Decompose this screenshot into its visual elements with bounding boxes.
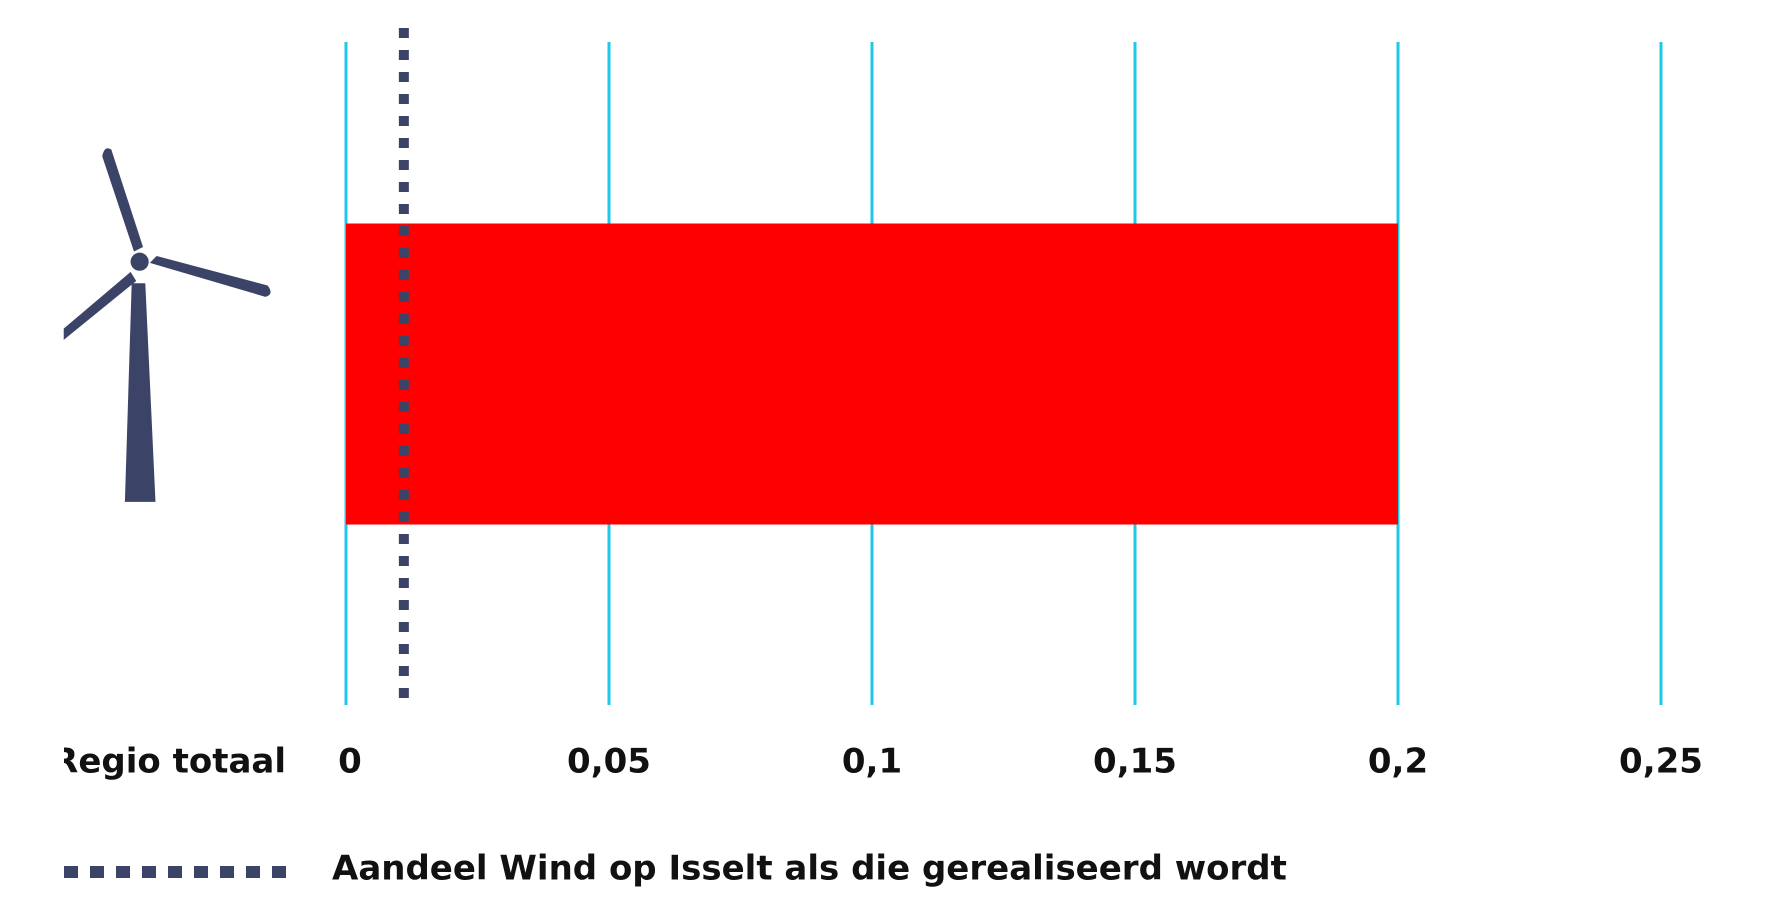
x-tick-label: 0 — [338, 742, 362, 782]
wind-turbine-icon — [63, 148, 271, 502]
x-tick-label: 0,05 — [567, 742, 651, 782]
category-label: Regio totaal — [52, 742, 286, 782]
x-tick-label: 0,2 — [1368, 742, 1428, 782]
bar — [346, 223, 1398, 525]
legend-label: Aandeel Wind op Isselt als die gerealise… — [332, 849, 1287, 889]
x-tick-label: 0,15 — [1093, 742, 1177, 782]
x-tick-label: 0,25 — [1619, 742, 1703, 782]
x-tick-label: 0,1 — [842, 742, 902, 782]
